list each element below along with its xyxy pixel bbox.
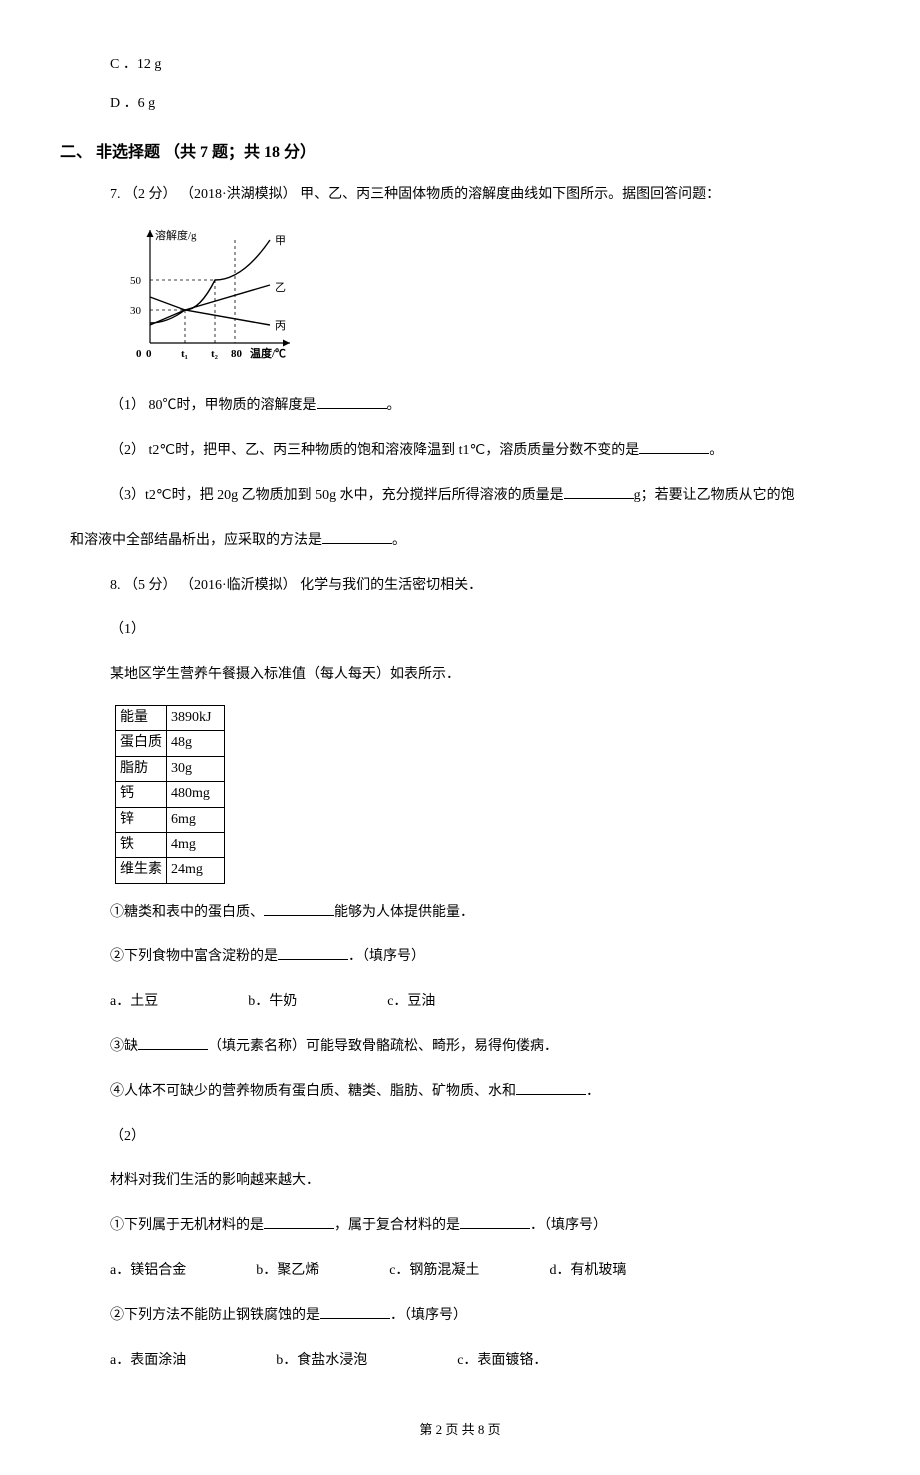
svg-text:温度/℃: 温度/℃ [250, 346, 286, 360]
blank[interactable] [264, 1214, 334, 1229]
table-cell: 铁 [116, 832, 167, 857]
nutrition-table: 能量3890kJ蛋白质48g脂肪30g钙480mg锌6mg铁4mg维生素24mg [115, 705, 225, 884]
table-cell: 6mg [167, 807, 225, 832]
choice-a: a．镁铝合金 [110, 1256, 186, 1287]
q7-chart: 甲乙丙 0 t₁ t₂ 80 30 50 溶解度/g 温度/℃ 0 [60, 225, 860, 378]
table-cell: 能量 [116, 705, 167, 730]
text: ．（填序号） [530, 1218, 607, 1233]
choice-c: c．表面镀铬． [457, 1346, 547, 1377]
choice-c: c．豆油 [387, 987, 435, 1018]
text: ②下列食物中富含淀粉的是 [110, 949, 278, 964]
table-cell: 30g [167, 756, 225, 781]
q7-p1: （1） 80℃时，甲物质的溶解度是 。 [60, 391, 860, 422]
blank[interactable] [138, 1035, 208, 1050]
option-c: C ．12 g [60, 50, 860, 81]
svg-text:80: 80 [231, 348, 243, 360]
q8-1-1: ①糖类和表中的蛋白质、 能够为人体提供能量． [60, 898, 860, 929]
q7-p2-before: （2） t2℃时，把甲、乙、丙三种物质的饱和溶液降温到 t1℃，溶质质量分数不变… [110, 443, 639, 458]
text: ③缺 [110, 1039, 138, 1054]
blank[interactable] [322, 528, 392, 543]
q7-p3-l2-before: 和溶液中全部结晶析出，应采取的方法是 [70, 533, 322, 548]
q8-2-2-choices: a．表面涂油 b．食盐水浸泡 c．表面镀铬． [60, 1346, 860, 1377]
text: 能够为人体提供能量． [334, 905, 474, 920]
q8-2-2: ②下列方法不能防止钢铁腐蚀的是 ．（填序号） [60, 1301, 860, 1332]
text: ．（填序号） [390, 1308, 467, 1323]
q8-2-1-choices: a．镁铝合金 b．聚乙烯 c．钢筋混凝土 d．有机玻璃 [60, 1256, 860, 1287]
q7-p2: （2） t2℃时，把甲、乙、丙三种物质的饱和溶液降温到 t1℃，溶质质量分数不变… [60, 436, 860, 467]
solubility-chart-svg: 甲乙丙 0 t₁ t₂ 80 30 50 溶解度/g 温度/℃ 0 [115, 225, 305, 365]
svg-text:0: 0 [146, 348, 152, 360]
q8-1-2-choices: a．土豆 b．牛奶 c．豆油 [60, 987, 860, 1018]
svg-text:t₁: t₁ [181, 348, 188, 360]
svg-text:50: 50 [130, 275, 142, 287]
text: ①糖类和表中的蛋白质、 [110, 905, 264, 920]
blank[interactable] [516, 1079, 586, 1094]
table-cell: 4mg [167, 832, 225, 857]
q8-part2-intro: 材料对我们生活的影响越来越大． [60, 1166, 860, 1197]
svg-text:t₂: t₂ [211, 348, 219, 360]
blank[interactable] [460, 1214, 530, 1229]
svg-text:30: 30 [130, 305, 142, 317]
q7-p3-before: （3）t2℃时，把 20g 乙物质加到 50g 水中，充分搅拌后所得溶液的质量是 [110, 488, 564, 503]
option-d: D ．6 g [60, 89, 860, 120]
choice-b: b．牛奶 [248, 987, 297, 1018]
text: ②下列方法不能防止钢铁腐蚀的是 [110, 1308, 320, 1323]
blank[interactable] [320, 1303, 390, 1318]
table-cell: 钙 [116, 782, 167, 807]
q8-part2-label: （2） [60, 1122, 860, 1153]
blank[interactable] [264, 900, 334, 915]
svg-text:甲: 甲 [275, 235, 286, 247]
svg-text:0: 0 [136, 348, 142, 360]
svg-text:丙: 丙 [275, 320, 286, 332]
text: ．（填序号） [348, 949, 425, 964]
svg-text:乙: 乙 [275, 281, 286, 294]
table-cell: 3890kJ [167, 705, 225, 730]
choice-b: b．食盐水浸泡 [276, 1346, 367, 1377]
table-cell: 脂肪 [116, 756, 167, 781]
choice-c: c．钢筋混凝土 [389, 1256, 479, 1287]
table-cell: 480mg [167, 782, 225, 807]
choice-a: a．表面涂油 [110, 1346, 186, 1377]
q7-p3-l2-after: 。 [392, 533, 406, 548]
q8-1-4: ④人体不可缺少的营养物质有蛋白质、糖类、脂肪、矿物质、水和 ． [60, 1077, 860, 1108]
blank[interactable] [278, 945, 348, 960]
q7-p1-after: 。 [387, 398, 401, 413]
table-cell: 蛋白质 [116, 731, 167, 756]
table-cell: 维生素 [116, 858, 167, 883]
page-footer: 第 2 页 共 8 页 [60, 1416, 860, 1445]
table-cell: 48g [167, 731, 225, 756]
q8-stem: 8. （5 分） （2016·临沂模拟） 化学与我们的生活密切相关． [60, 571, 860, 602]
blank[interactable] [564, 484, 634, 499]
choice-b: b．聚乙烯 [256, 1256, 319, 1287]
section-title: 二、 非选择题 （共 7 题；共 18 分） [60, 135, 860, 170]
choice-d: d．有机玻璃 [549, 1256, 626, 1287]
svg-text:溶解度/g: 溶解度/g [155, 228, 197, 242]
blank[interactable] [639, 439, 709, 454]
q7-p3-line1: （3）t2℃时，把 20g 乙物质加到 50g 水中，充分搅拌后所得溶液的质量是… [60, 481, 860, 512]
q7-stem: 7. （2 分） （2018·洪湖模拟） 甲、乙、丙三种固体物质的溶解度曲线如下… [60, 180, 860, 211]
table-cell: 24mg [167, 858, 225, 883]
text: （填元素名称）可能导致骨骼疏松、畸形，易得佝偻病． [208, 1039, 558, 1054]
q8-part1-label: （1） [60, 615, 860, 646]
text: ，属于复合材料的是 [334, 1218, 460, 1233]
text: ④人体不可缺少的营养物质有蛋白质、糖类、脂肪、矿物质、水和 [110, 1084, 516, 1099]
blank[interactable] [317, 394, 387, 409]
choice-a: a．土豆 [110, 987, 158, 1018]
q8-1-2: ②下列食物中富含淀粉的是 ．（填序号） [60, 942, 860, 973]
table-cell: 锌 [116, 807, 167, 832]
q8-1-3: ③缺 （填元素名称）可能导致骨骼疏松、畸形，易得佝偻病． [60, 1032, 860, 1063]
q7-p3-line2: 和溶液中全部结晶析出，应采取的方法是 。 [60, 526, 860, 557]
q7-p1-before: （1） 80℃时，甲物质的溶解度是 [110, 398, 317, 413]
q7-p2-after: 。 [709, 443, 723, 458]
q7-p3-mid: g；若要让乙物质从它的饱 [634, 488, 795, 503]
q8-2-1: ①下列属于无机材料的是 ，属于复合材料的是 ．（填序号） [60, 1211, 860, 1242]
q8-part1-intro: 某地区学生营养午餐摄入标准值（每人每天）如表所示． [60, 660, 860, 691]
text: ①下列属于无机材料的是 [110, 1218, 264, 1233]
text: ． [586, 1084, 600, 1099]
